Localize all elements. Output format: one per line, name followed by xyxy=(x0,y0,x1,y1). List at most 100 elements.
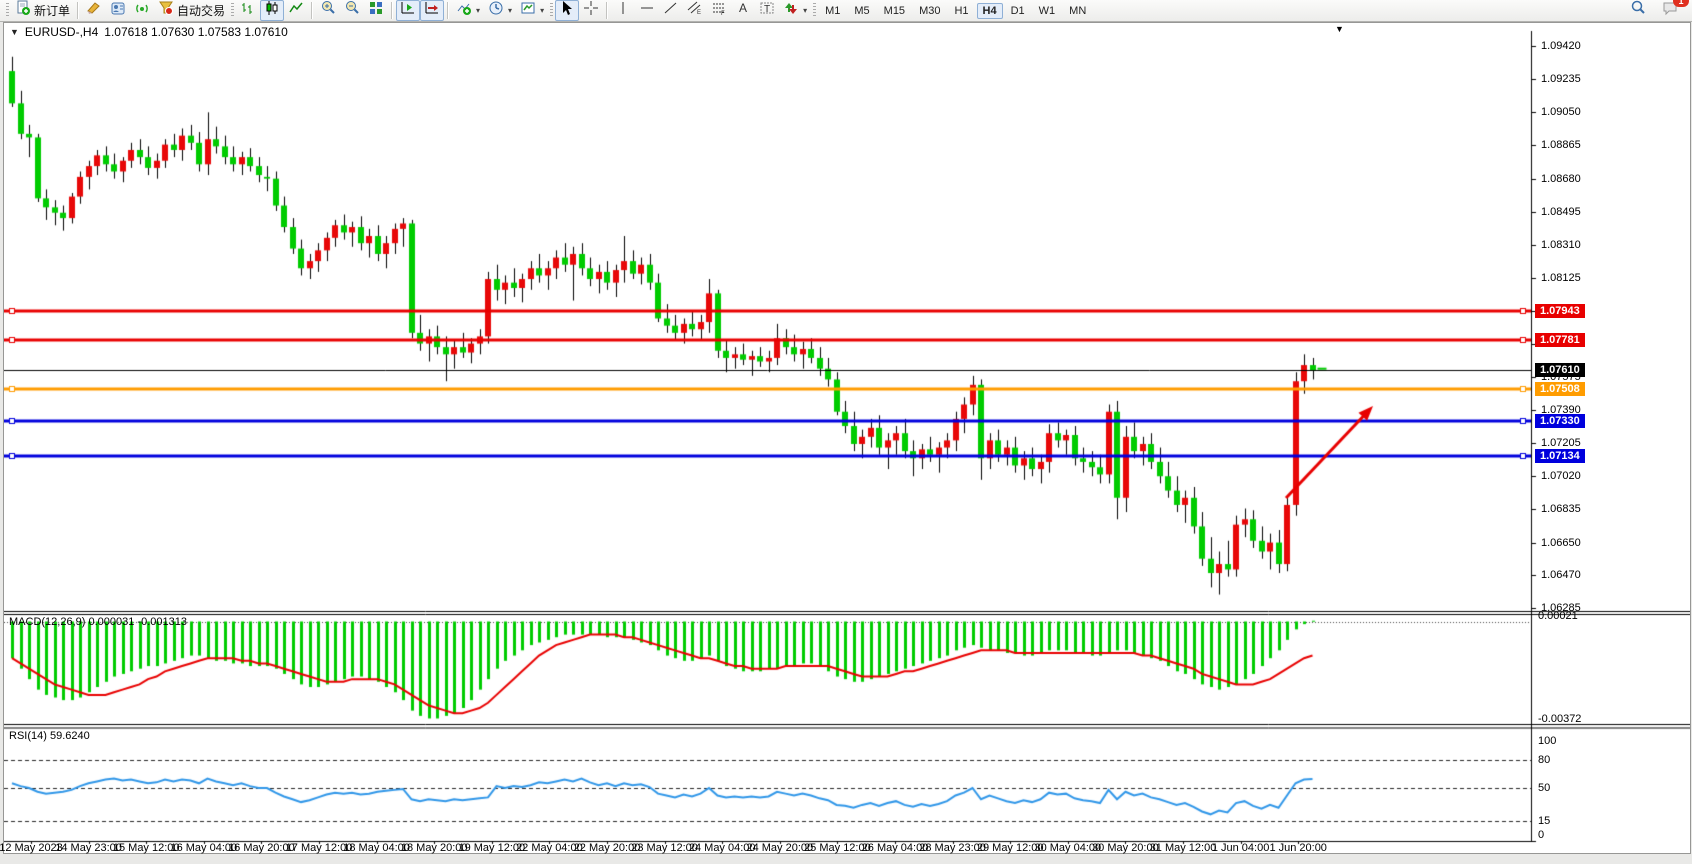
chart-canvas[interactable] xyxy=(4,23,1690,853)
arrows-icon xyxy=(783,0,799,21)
bar-chart-mode-button[interactable] xyxy=(236,0,260,21)
toolbar-grip[interactable] xyxy=(550,3,554,18)
toolbar-separator xyxy=(391,2,394,19)
auto-trading-button[interactable]: 自动交易 xyxy=(154,0,229,21)
time-axis-label: 31 May 12:00 xyxy=(1149,842,1217,854)
toolbar-separator xyxy=(77,2,80,19)
timeframe-button-h1[interactable]: H1 xyxy=(954,4,969,17)
signals-button[interactable] xyxy=(130,0,154,21)
chevron-down-icon: ▾ xyxy=(508,6,513,15)
toolbar-separator xyxy=(606,2,609,19)
main-toolbar: 新订单 自动交易 ▾ xyxy=(0,0,1692,22)
toolbar-grip[interactable] xyxy=(813,3,817,18)
candlestick-icon xyxy=(264,0,280,21)
channel-tool-button[interactable]: E xyxy=(683,0,707,21)
auto-scroll-icon xyxy=(400,0,416,21)
toolbar-grip[interactable] xyxy=(231,3,235,18)
time-axis-label: 12 May 2023 xyxy=(0,842,63,854)
macd-indicator-label: MACD(12,26,9) 0.000031 -0.001313 xyxy=(9,616,187,628)
price-axis-tick: 1.07020 xyxy=(1541,470,1581,483)
auto-scroll-button[interactable] xyxy=(396,0,421,21)
price-level-badge: 1.07781 xyxy=(1535,332,1585,347)
indicators-icon xyxy=(456,0,472,21)
timeframe-button-w1[interactable]: W1 xyxy=(1038,4,1056,17)
chart-symbol-period: EURUSD-,H4 xyxy=(24,25,99,39)
periods-button[interactable]: ▾ xyxy=(484,0,516,21)
search-icon xyxy=(1630,0,1646,21)
svg-text:E: E xyxy=(697,10,701,16)
time-axis-label: 30 May 04:00 xyxy=(1034,842,1102,854)
chart-shift-button[interactable] xyxy=(420,0,445,21)
macd-axis-label: 0.00021 xyxy=(1538,609,1578,622)
equidistant-channel-icon: E xyxy=(687,0,703,21)
timeframe-button-m5[interactable]: M5 xyxy=(854,4,870,17)
rsi-indicator-label: RSI(14) 59.6240 xyxy=(9,730,90,742)
new-order-label: 新订单 xyxy=(34,4,71,18)
text-icon: A xyxy=(735,0,751,21)
time-axis-label: 16 May 04:00 xyxy=(170,842,238,854)
arrows-tool-button[interactable]: ▾ xyxy=(779,0,811,21)
styler-button[interactable] xyxy=(82,0,106,21)
notifications-button[interactable]: 1 xyxy=(1658,0,1689,21)
line-chart-mode-button[interactable] xyxy=(284,0,308,21)
macd-axis-label: -0.00372 xyxy=(1538,713,1582,725)
candlestick-mode-button[interactable] xyxy=(260,0,285,21)
chevron-down-icon: ▾ xyxy=(803,6,808,15)
vertical-line-tool-button[interactable] xyxy=(611,0,635,21)
time-axis-label: 23 May 12:00 xyxy=(631,842,698,854)
community-button[interactable] xyxy=(106,0,130,21)
crosshair-tool-button[interactable] xyxy=(579,0,603,21)
trendline-tool-button[interactable] xyxy=(659,0,683,21)
timeframe-button-h4[interactable]: H4 xyxy=(976,2,1003,19)
price-axis-tick: 1.09420 xyxy=(1541,40,1581,52)
trendline-icon xyxy=(663,0,679,21)
svg-text:T: T xyxy=(764,4,770,15)
notification-badge: 1 xyxy=(1673,0,1689,7)
rsi-axis-label: 0 xyxy=(1538,829,1545,841)
horizontal-line-tool-button[interactable] xyxy=(635,0,659,21)
cursor-tool-button[interactable] xyxy=(555,0,580,21)
toolbar-right-group: 1 xyxy=(1626,0,1689,21)
template-icon xyxy=(520,0,536,21)
toolbar-grip[interactable] xyxy=(6,3,9,18)
chevron-down-icon: ▾ xyxy=(540,6,545,15)
svg-text:A: A xyxy=(739,1,747,15)
new-order-button[interactable]: 新订单 xyxy=(11,0,74,21)
text-tool-button[interactable]: A xyxy=(731,0,755,21)
chart-window: ▼ EURUSD-,H4 1.07618 1.07630 1.07583 1.0… xyxy=(0,22,1691,854)
bar-chart-icon xyxy=(240,0,256,21)
chevron-down-icon: ▾ xyxy=(476,6,481,15)
rsi-axis-label: 100 xyxy=(1538,735,1557,747)
fibonacci-tool-button[interactable]: F xyxy=(707,0,731,21)
time-axis-label: 29 May 12:00 xyxy=(976,842,1044,854)
time-axis-label: 18 May 20:00 xyxy=(400,842,468,854)
price-axis-tick: 1.08310 xyxy=(1541,238,1581,251)
signal-icon xyxy=(134,0,150,21)
price-axis-tick: 1.08680 xyxy=(1541,172,1581,185)
time-axis-label: 24 May 20:00 xyxy=(746,842,814,854)
time-axis-label: 26 May 04:00 xyxy=(861,842,929,854)
indicators-button[interactable]: ▾ xyxy=(452,0,484,21)
timeframe-group: M1 M5 M15 M30 H1 H4 D1 W1 MN xyxy=(818,2,1093,19)
timeframe-button-m30[interactable]: M30 xyxy=(919,4,941,17)
chart-collapse-icon[interactable]: ▼ xyxy=(10,27,19,37)
templates-button[interactable]: ▾ xyxy=(516,0,548,21)
fibonacci-icon: F xyxy=(711,0,727,21)
timeframe-button-mn[interactable]: MN xyxy=(1069,4,1087,17)
chart-shift-marker[interactable]: ▼ xyxy=(1335,24,1344,34)
toolbar-separator xyxy=(311,2,314,19)
timeframe-button-m15[interactable]: M15 xyxy=(883,4,906,17)
zoom-out-icon xyxy=(344,0,360,21)
zoom-in-button[interactable] xyxy=(316,0,340,21)
zoom-out-button[interactable] xyxy=(340,0,364,21)
timeframe-button-m1[interactable]: M1 xyxy=(825,4,841,17)
price-axis-tick: 1.08125 xyxy=(1541,272,1581,285)
tile-windows-button[interactable] xyxy=(364,0,388,21)
timeframe-button-d1[interactable]: D1 xyxy=(1010,4,1025,17)
time-axis-label: 22 May 20:00 xyxy=(573,842,641,854)
time-axis-label: 24 May 04:00 xyxy=(688,842,756,854)
text-label-tool-button[interactable]: T xyxy=(755,0,779,21)
line-chart-icon xyxy=(288,0,304,21)
time-axis-label: 30 May 20:00 xyxy=(1092,842,1159,854)
search-button[interactable] xyxy=(1626,0,1650,21)
